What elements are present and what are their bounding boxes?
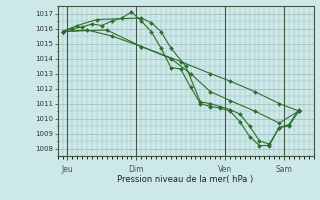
X-axis label: Pression niveau de la mer( hPa ): Pression niveau de la mer( hPa ) xyxy=(117,175,254,184)
